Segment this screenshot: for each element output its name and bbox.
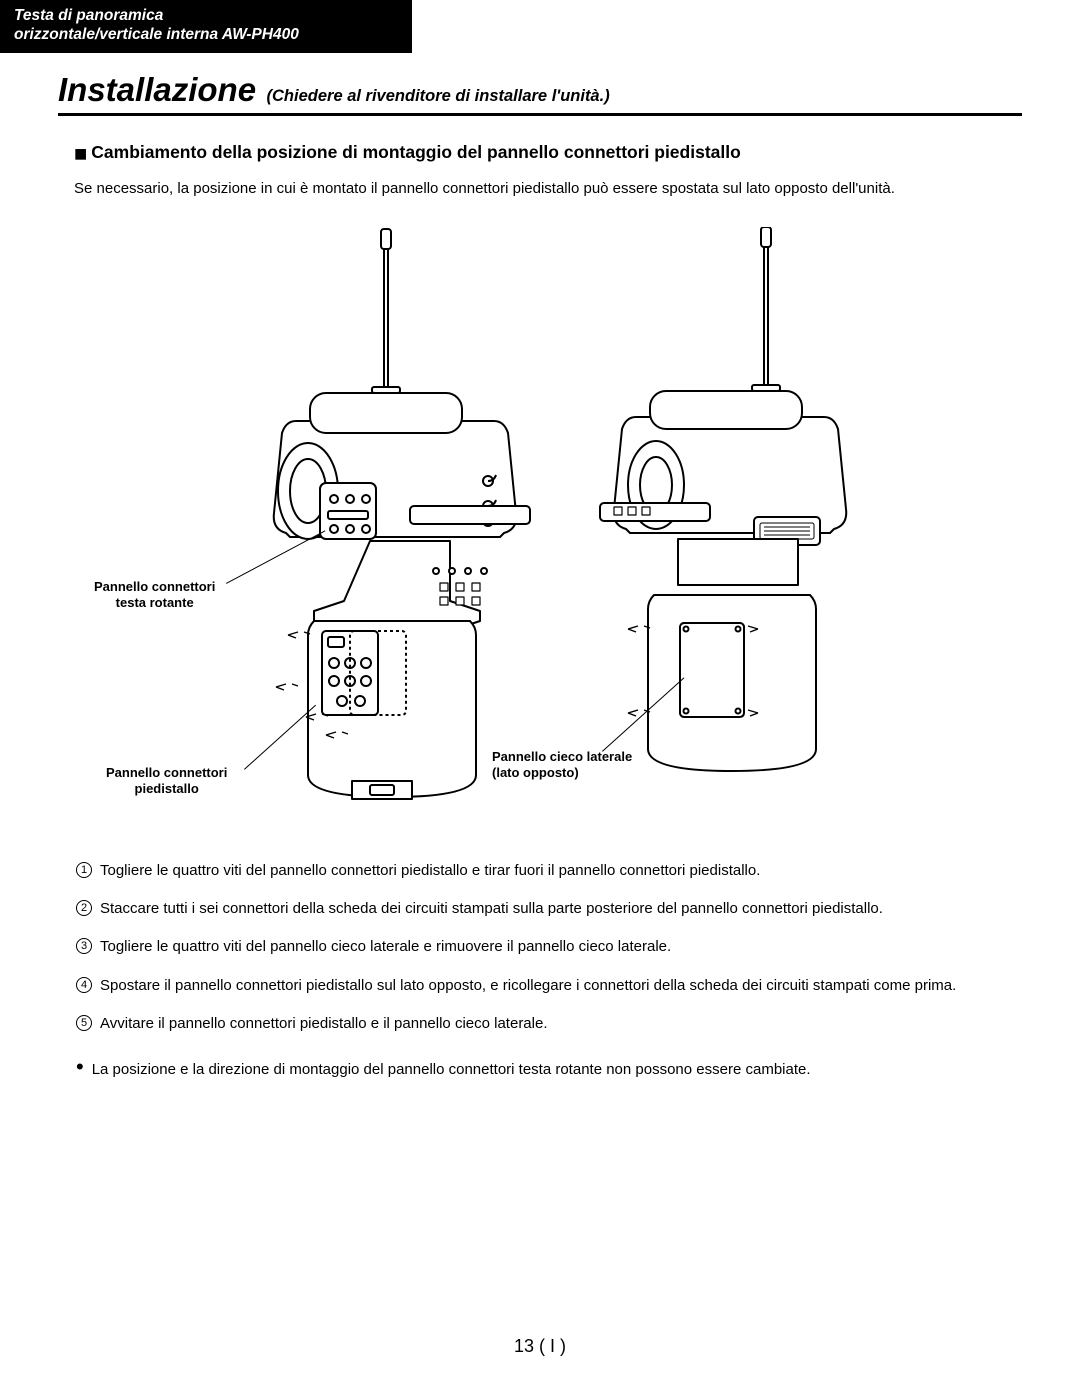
page-number: 13 ( I ) xyxy=(0,1336,1080,1357)
section-heading-text: Cambiamento della posizione di montaggio… xyxy=(91,142,741,162)
callout-blank-panel-l1: Pannello cieco laterale xyxy=(492,749,632,765)
callout-pedestal-panel: Pannello connettori piedistallo xyxy=(106,765,227,798)
callout-blank-panel-l2: (lato opposto) xyxy=(492,765,632,781)
step-2-text: Staccare tutti i sei connettori della sc… xyxy=(100,899,883,919)
header-line2: orizzontale/verticale interna AW-PH400 xyxy=(14,25,398,44)
title-row: Installazione (Chiedere al rivenditore d… xyxy=(58,71,1022,116)
step-num-icon: 3 xyxy=(76,938,92,954)
callout-blank-panel: Pannello cieco laterale (lato opposto) xyxy=(492,749,632,782)
step-3: 3 Togliere le quattro viti del pannello c… xyxy=(76,937,1022,957)
unit-illustration-right xyxy=(558,227,898,817)
callout-pedestal-panel-l1: Pannello connettori xyxy=(106,765,227,781)
unit-illustration-left xyxy=(178,221,538,821)
section-heading: ■Cambiamento della posizione di montaggi… xyxy=(74,138,1022,164)
note-text: La posizione e la direzione di montaggio… xyxy=(92,1060,811,1080)
callout-head-panel: Pannello connettori testa rotante xyxy=(94,579,215,612)
title-sub: (Chiedere al rivenditore di installare l… xyxy=(267,87,610,105)
title-main: Installazione xyxy=(58,71,256,108)
header-line1: Testa di panoramica xyxy=(14,6,398,25)
note-row: • La posizione e la direzione di montagg… xyxy=(76,1060,1022,1080)
step-num-icon: 5 xyxy=(76,1015,92,1031)
header-box: Testa di panoramica orizzontale/vertical… xyxy=(0,0,412,53)
bullet-icon: • xyxy=(76,1060,84,1080)
step-5: 5 Avvitare il pannello connettori piedist… xyxy=(76,1014,1022,1034)
step-4-text: Spostare il pannello connettori piedista… xyxy=(100,976,956,996)
callout-pedestal-panel-l2: piedistallo xyxy=(106,781,227,797)
figure-wrap: Pannello connettori testa rotante Pannel… xyxy=(58,221,1022,821)
intro-paragraph: Se necessario, la posizione in cui è mon… xyxy=(74,180,1022,197)
step-5-text: Avvitare il pannello connettori piedista… xyxy=(100,1014,548,1034)
main-content: Installazione (Chiedere al rivenditore d… xyxy=(0,53,1080,1081)
step-1: 1 Togliere le quattro viti del pannello c… xyxy=(76,861,1022,881)
step-1-text: Togliere le quattro viti del pannello co… xyxy=(100,861,760,881)
step-4: 4 Spostare il pannello connettori piedist… xyxy=(76,976,1022,996)
callout-head-panel-l1: Pannello connettori xyxy=(94,579,215,595)
step-num-icon: 4 xyxy=(76,977,92,993)
callout-head-panel-l2: testa rotante xyxy=(94,595,215,611)
step-num-icon: 2 xyxy=(76,900,92,916)
square-bullet-icon: ■ xyxy=(74,141,87,166)
steps-list: 1 Togliere le quattro viti del pannello c… xyxy=(76,861,1022,1034)
step-num-icon: 1 xyxy=(76,862,92,878)
step-2: 2 Staccare tutti i sei connettori della s… xyxy=(76,899,1022,919)
step-3-text: Togliere le quattro viti del pannello ci… xyxy=(100,937,671,957)
